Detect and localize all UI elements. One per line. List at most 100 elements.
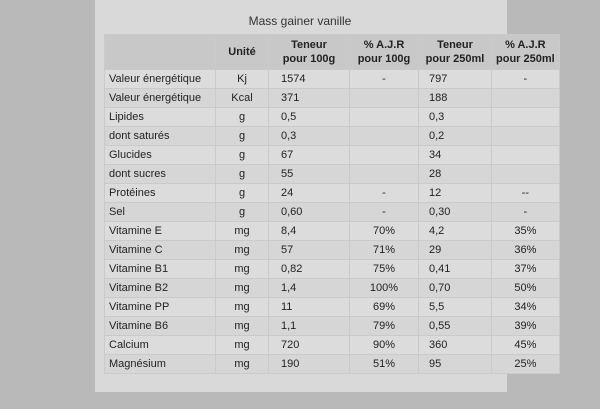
teneur-100g-cell: 24 <box>268 183 350 203</box>
nutrient-name-cell: Glucides <box>104 145 216 165</box>
header-ajr-100g: % A.J.R pour 100g <box>349 34 419 70</box>
ajr-100g-cell <box>349 126 419 146</box>
nutrient-name-cell: Vitamine E <box>104 221 216 241</box>
ajr-100g-cell: 69% <box>349 297 419 317</box>
ajr-100g-cell <box>349 164 419 184</box>
ajr-100g-cell <box>349 107 419 127</box>
table-row: Glucides g 67 34 <box>104 145 560 165</box>
ajr-250ml-cell <box>491 164 560 184</box>
header-ajr-250ml: % A.J.R pour 250ml <box>491 34 560 70</box>
ajr-100g-cell: 100% <box>349 278 419 298</box>
teneur-250ml-cell: 4,2 <box>418 221 492 241</box>
teneur-250ml-cell: 34 <box>418 145 492 165</box>
ajr-100g-cell: 90% <box>349 335 419 355</box>
unit-cell: g <box>215 126 269 146</box>
teneur-250ml-cell: 797 <box>418 69 492 89</box>
unit-cell: Kcal <box>215 88 269 108</box>
teneur-250ml-cell: 0,55 <box>418 316 492 336</box>
ajr-250ml-cell <box>491 126 560 146</box>
ajr-250ml-cell: 25% <box>491 354 560 374</box>
nutrient-name-cell: Valeur énergétique <box>104 88 216 108</box>
unit-cell: mg <box>215 335 269 355</box>
header-ajr-250ml-line1: % A.J.R <box>505 39 546 51</box>
teneur-250ml-cell: 0,30 <box>418 202 492 222</box>
teneur-100g-cell: 67 <box>268 145 350 165</box>
ajr-250ml-cell: 39% <box>491 316 560 336</box>
unit-cell: mg <box>215 240 269 260</box>
teneur-250ml-cell: 0,2 <box>418 126 492 146</box>
header-teneur-100g-line1: Teneur <box>291 39 327 51</box>
nutrient-name-cell: Vitamine B2 <box>104 278 216 298</box>
nutrient-name-cell: dont saturés <box>104 126 216 146</box>
teneur-100g-cell: 57 <box>268 240 350 260</box>
header-ajr-100g-line2: pour 100g <box>357 53 411 65</box>
table-row: Valeur énergétique Kj 1574-797- <box>104 69 560 89</box>
teneur-100g-cell: 0,60 <box>268 202 350 222</box>
teneur-100g-cell: 720 <box>268 335 350 355</box>
unit-cell: g <box>215 183 269 203</box>
unit-cell: g <box>215 145 269 165</box>
ajr-100g-cell: - <box>349 202 419 222</box>
header-teneur-250ml: Teneur pour 250ml <box>418 34 492 70</box>
table-row: Protéines g 24-12 -- <box>104 183 560 203</box>
ajr-100g-cell: - <box>349 69 419 89</box>
nutrient-name-cell: Protéines <box>104 183 216 203</box>
teneur-100g-cell: 11 <box>268 297 350 317</box>
unit-cell: mg <box>215 278 269 298</box>
nutrient-name-cell: Vitamine B1 <box>104 259 216 279</box>
nutrient-name-cell: Sel <box>104 202 216 222</box>
header-unit: Unité <box>215 34 269 70</box>
nutrient-name-cell: Vitamine C <box>104 240 216 260</box>
header-teneur-100g-line2: pour 100g <box>282 53 336 65</box>
ajr-250ml-cell: 50% <box>491 278 560 298</box>
unit-cell: mg <box>215 221 269 241</box>
nutrition-table: Unité Teneur pour 100g % A.J.R pour 100g… <box>104 34 560 374</box>
teneur-250ml-cell: 188 <box>418 88 492 108</box>
header-ajr-250ml-line2: pour 250ml <box>496 53 555 65</box>
unit-cell: mg <box>215 354 269 374</box>
ajr-250ml-cell: 35% <box>491 221 560 241</box>
teneur-250ml-cell: 95 <box>418 354 492 374</box>
teneur-100g-cell: 0,5 <box>268 107 350 127</box>
ajr-250ml-cell: - <box>491 202 560 222</box>
teneur-250ml-cell: 0,70 <box>418 278 492 298</box>
ajr-100g-cell: 51% <box>349 354 419 374</box>
teneur-250ml-cell: 360 <box>418 335 492 355</box>
header-unit-label: Unité <box>228 46 256 58</box>
teneur-250ml-cell: 0,3 <box>418 107 492 127</box>
header-row: Unité Teneur pour 100g % A.J.R pour 100g… <box>104 34 560 70</box>
ajr-250ml-cell: - <box>491 69 560 89</box>
nutrient-name-cell: Valeur énergétique <box>104 69 216 89</box>
nutrient-name-cell: Calcium <box>104 335 216 355</box>
table-row: Valeur énergétique Kcal 371 188 <box>104 88 560 108</box>
header-teneur-250ml-line1: Teneur <box>437 39 473 51</box>
teneur-100g-cell: 8,4 <box>268 221 350 241</box>
teneur-100g-cell: 0,3 <box>268 126 350 146</box>
ajr-100g-cell: 75% <box>349 259 419 279</box>
ajr-250ml-cell: 36% <box>491 240 560 260</box>
ajr-250ml-cell: -- <box>491 183 560 203</box>
table-row: Magnésium mg 190 51% 95 25% <box>104 354 560 374</box>
ajr-250ml-cell <box>491 145 560 165</box>
ajr-100g-cell: - <box>349 183 419 203</box>
ajr-250ml-cell: 45% <box>491 335 560 355</box>
unit-cell: mg <box>215 297 269 317</box>
table-row: Calcium mg 720 90% 360 45% <box>104 335 560 355</box>
ajr-250ml-cell <box>491 88 560 108</box>
header-ajr-100g-line1: % A.J.R <box>363 39 405 51</box>
header-teneur-100g: Teneur pour 100g <box>268 34 350 70</box>
table-title: Mass gainer vanille <box>248 14 352 28</box>
ajr-100g-cell: 70% <box>349 221 419 241</box>
table-row: Vitamine B1 mg 0,82 75% 0,41 37% <box>104 259 560 279</box>
teneur-100g-cell: 1,4 <box>268 278 350 298</box>
ajr-250ml-cell: 37% <box>491 259 560 279</box>
table-row: Lipides g 0,5 0,3 <box>104 107 560 127</box>
unit-cell: Kj <box>215 69 269 89</box>
teneur-250ml-cell: 12 <box>418 183 492 203</box>
teneur-250ml-cell: 5,5 <box>418 297 492 317</box>
ajr-100g-cell <box>349 145 419 165</box>
teneur-100g-cell: 371 <box>268 88 350 108</box>
nutrient-name-cell: dont sucres <box>104 164 216 184</box>
unit-cell: g <box>215 202 269 222</box>
